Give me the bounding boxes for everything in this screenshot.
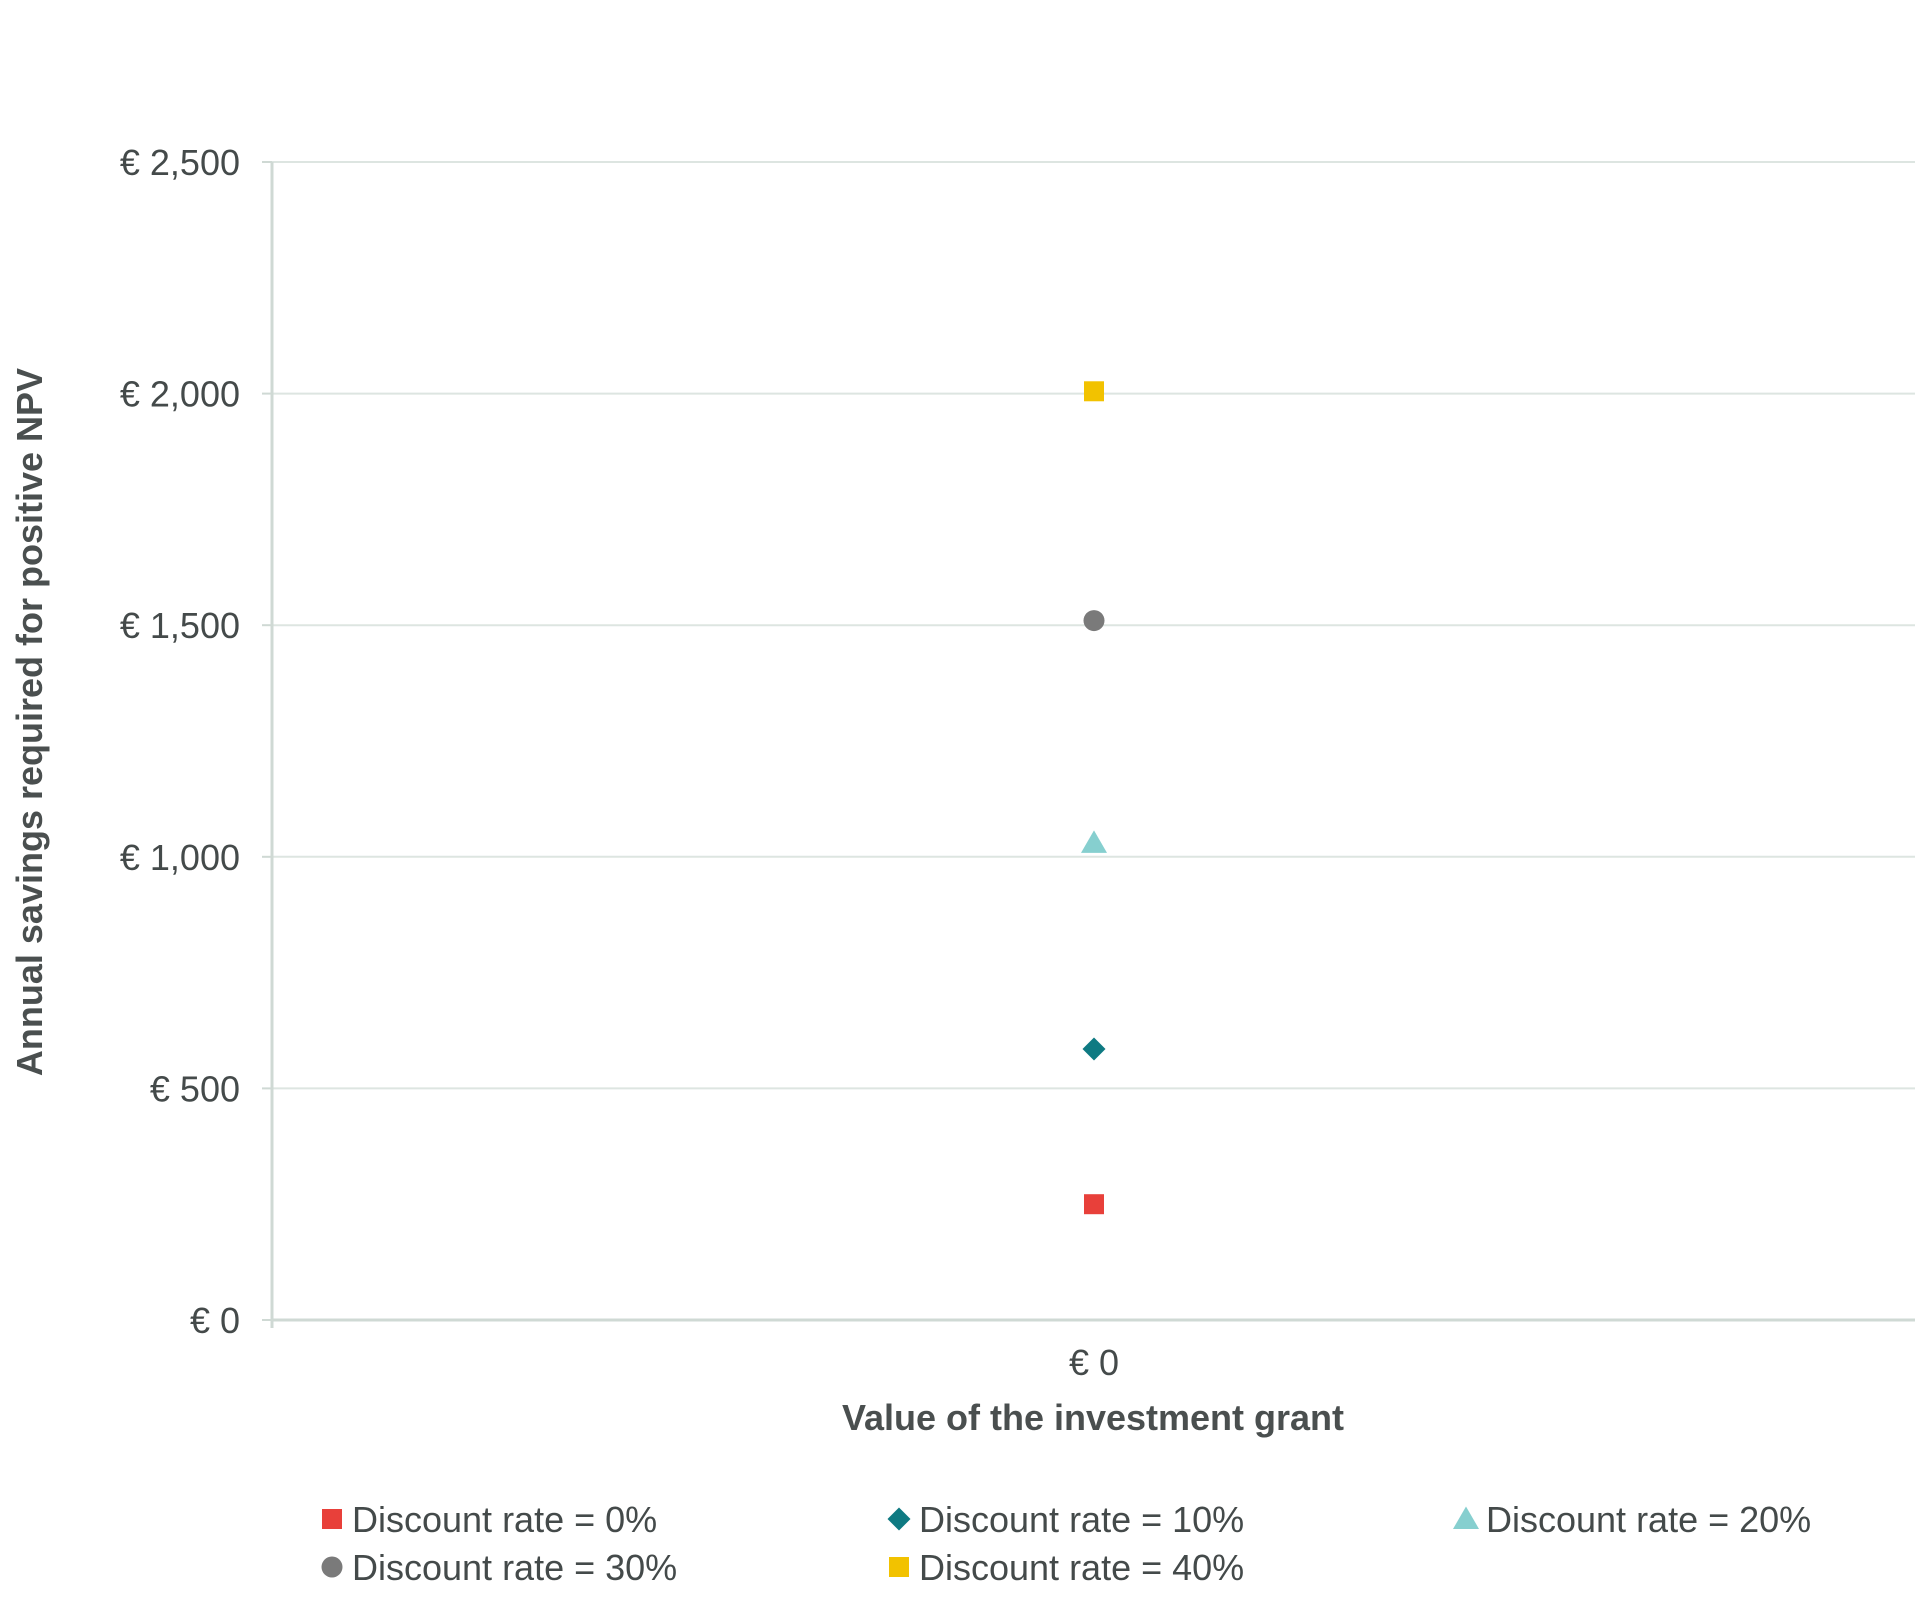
legend: Discount rate = 0% Discount rate = 10% Dis… [321,1499,1811,1588]
y-tick-label: € 500 [150,1068,240,1109]
legend-label-1: Discount rate = 10% [919,1499,1244,1540]
x-axis-ticks: € 0 [1069,1342,1119,1383]
y-tick-label: € 0 [190,1300,240,1341]
legend-marker-1 [887,1507,911,1531]
x-axis-title: Value of the investment grant [842,1397,1344,1438]
legend-marker-3 [321,1556,343,1578]
legend-item-4: Discount rate = 40% [889,1547,1244,1588]
y-tick-label: € 1,500 [120,605,240,646]
legend-label-2: Discount rate = 20% [1486,1499,1811,1540]
legend-marker-4 [889,1557,909,1577]
x-tick-label: € 0 [1069,1342,1119,1383]
legend-item-3: Discount rate = 30% [321,1547,677,1588]
legend-item-2: Discount rate = 20% [1453,1499,1811,1540]
legend-item-0: Discount rate = 0% [322,1499,657,1540]
legend-label-4: Discount rate = 40% [919,1547,1244,1588]
y-axis-title: Annual savings required for positive NPV [9,368,50,1076]
data-point-0 [1084,1194,1104,1215]
y-tick-label: € 2,000 [120,374,240,415]
legend-label-3: Discount rate = 30% [352,1547,677,1588]
y-tick-label: € 2,500 [120,142,240,183]
data-point-3 [1083,610,1105,632]
data-point-2 [1081,830,1107,853]
legend-marker-2 [1453,1506,1479,1529]
legend-item-1: Discount rate = 10% [887,1499,1244,1540]
legend-label-0: Discount rate = 0% [352,1499,657,1540]
data-point-1 [1082,1037,1106,1061]
y-axis-ticks: € 0 € 500 € 1,000 € 1,500 € 2,000 € 2,500 [120,142,272,1341]
y-tick-label: € 1,000 [120,837,240,878]
data-points [1081,381,1107,1215]
axes [270,162,1915,1328]
data-point-4 [1084,381,1104,402]
legend-marker-0 [322,1509,342,1529]
